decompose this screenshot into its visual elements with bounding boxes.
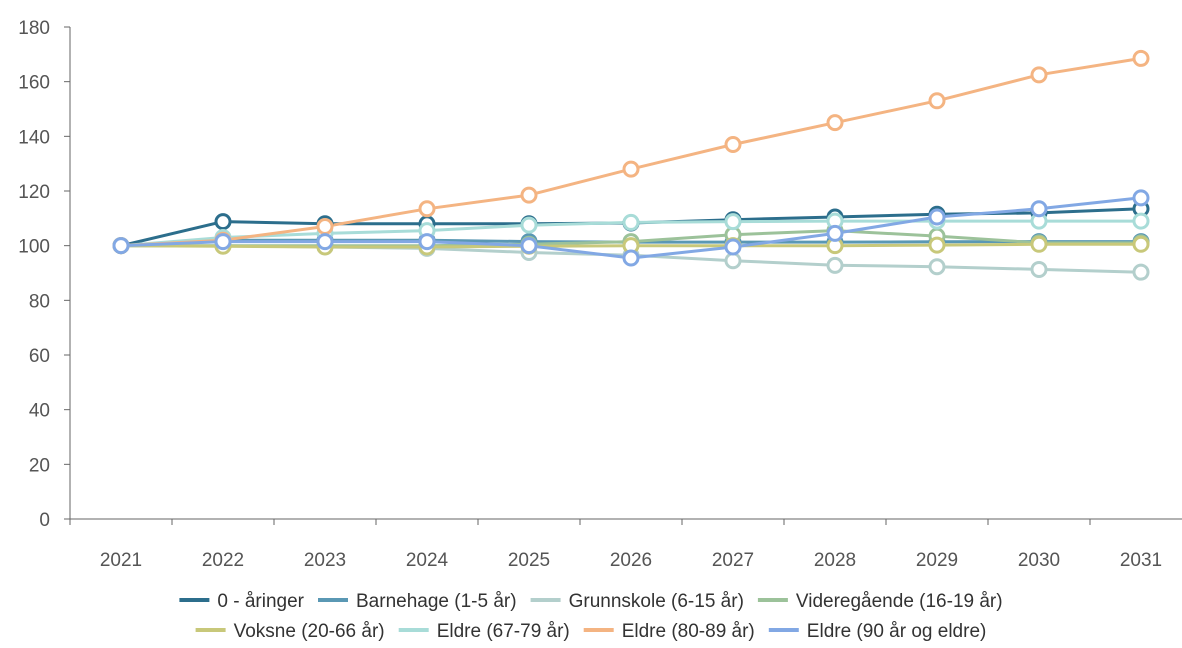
data-point[interactable]: [418, 200, 436, 218]
data-point[interactable]: [1132, 235, 1150, 253]
x-tick-label: 2031: [1120, 550, 1162, 571]
data-point[interactable]: [1030, 66, 1048, 84]
data-point[interactable]: [622, 213, 640, 231]
legend-item[interactable]: Videregående (16-19 år): [757, 591, 1003, 612]
x-tick-label: 2022: [202, 550, 244, 571]
data-point[interactable]: [826, 114, 844, 132]
data-point[interactable]: [724, 238, 742, 256]
chart-data-points: [112, 49, 1150, 281]
y-tick-label: 40: [29, 401, 50, 422]
chart-legend[interactable]: 0 - åringer Barnehage (1-5 år) Grunnskole …: [179, 591, 1003, 642]
data-point[interactable]: [214, 233, 232, 251]
legend-item[interactable]: Barnehage (1-5 år): [318, 591, 517, 612]
legend-item[interactable]: 0 - åringer: [179, 591, 305, 612]
x-tick-label: 2025: [508, 550, 550, 571]
data-point[interactable]: [418, 233, 436, 251]
data-point[interactable]: [520, 216, 538, 234]
x-tick-label: 2024: [406, 550, 449, 571]
data-point[interactable]: [1132, 189, 1150, 207]
legend-item[interactable]: Eldre (80-89 år): [583, 621, 755, 642]
y-tick-label: 20: [29, 455, 50, 476]
data-point[interactable]: [928, 258, 946, 276]
data-point[interactable]: [316, 233, 334, 251]
y-tick-label: 120: [18, 182, 50, 203]
legend-label: Videregående (16-19 år): [796, 591, 1003, 612]
y-tick-label: 80: [29, 291, 50, 312]
y-tick-label: 0: [39, 510, 50, 531]
y-tick-label: 140: [18, 127, 50, 148]
data-point[interactable]: [520, 237, 538, 255]
data-point[interactable]: [214, 213, 232, 231]
x-tick-label: 2021: [100, 550, 142, 571]
y-tick-label: 180: [18, 18, 50, 39]
data-point[interactable]: [1132, 49, 1150, 67]
data-point[interactable]: [826, 224, 844, 242]
data-point[interactable]: [1030, 260, 1048, 278]
legend-item[interactable]: Grunnskole (6-15 år): [530, 591, 744, 612]
legend-item[interactable]: Eldre (67-79 år): [398, 621, 570, 642]
data-point[interactable]: [1132, 263, 1150, 281]
legend-item[interactable]: Voksne (20-66 år): [195, 621, 385, 642]
data-point[interactable]: [112, 237, 130, 255]
data-point[interactable]: [1030, 200, 1048, 218]
x-tick-label: 2028: [814, 550, 856, 571]
legend-label: Voksne (20-66 år): [234, 621, 385, 642]
legend-label: Eldre (90 år og eldre): [807, 621, 987, 642]
y-tick-label: 100: [18, 237, 50, 258]
chart-axes: 0 20 40 60 80 100 120 140 160 180 2021 2022 2023 2024…: [18, 18, 1182, 571]
data-point[interactable]: [826, 256, 844, 274]
legend-label: Grunnskole (6-15 år): [569, 591, 744, 612]
legend-label: Eldre (67-79 år): [437, 621, 570, 642]
x-tick-label: 2026: [610, 550, 652, 571]
data-point[interactable]: [928, 236, 946, 254]
x-tick-label: 2023: [304, 550, 346, 571]
data-point[interactable]: [724, 213, 742, 231]
x-tick-label: 2030: [1018, 550, 1060, 571]
legend-label: Eldre (80-89 år): [622, 621, 755, 642]
legend-label: Barnehage (1-5 år): [356, 591, 517, 612]
data-point[interactable]: [724, 252, 742, 270]
y-tick-label: 60: [29, 346, 50, 367]
x-tick-label: 2027: [712, 550, 754, 571]
data-point[interactable]: [928, 208, 946, 226]
data-point[interactable]: [928, 92, 946, 110]
data-point[interactable]: [1132, 212, 1150, 230]
legend-label: 0 - åringer: [217, 591, 304, 612]
x-tick-label: 2029: [916, 550, 958, 571]
data-point[interactable]: [724, 136, 742, 154]
data-point[interactable]: [622, 249, 640, 267]
data-point[interactable]: [520, 186, 538, 204]
y-tick-label: 160: [18, 73, 50, 94]
data-point[interactable]: [316, 218, 334, 236]
legend-item[interactable]: Eldre (90 år og eldre): [768, 621, 987, 642]
data-point[interactable]: [622, 160, 640, 178]
data-point[interactable]: [1030, 235, 1048, 253]
